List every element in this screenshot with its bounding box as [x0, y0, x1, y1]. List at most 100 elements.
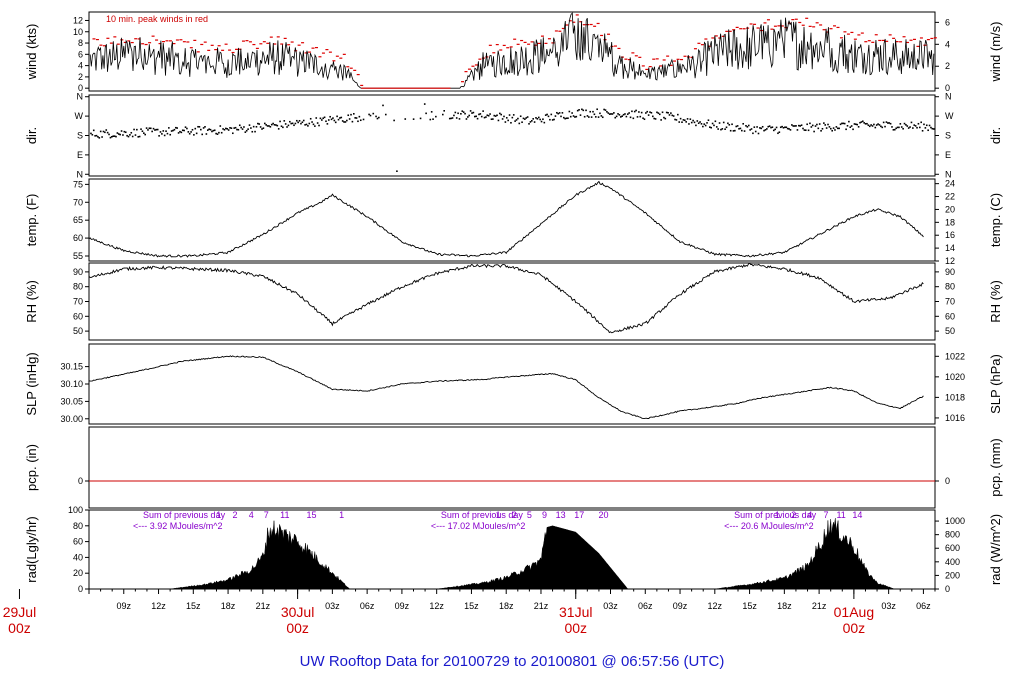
wind-peak-mark	[899, 41, 903, 43]
dir-point	[312, 123, 315, 126]
pcp-right-tick-label: 0	[945, 476, 950, 486]
wind-peak-mark	[836, 26, 840, 29]
slp-left-tick-label: 30.00	[60, 414, 83, 424]
dir-point	[240, 126, 242, 129]
rad-hour-label: 4	[807, 510, 812, 520]
wind-peak-mark	[933, 37, 937, 39]
wind-peak-mark	[353, 69, 357, 71]
dir-point	[314, 125, 316, 127]
wind-peak-mark	[228, 49, 232, 51]
dir-point	[329, 115, 331, 118]
hour-tick-label: 12z	[429, 601, 444, 611]
dir-point	[658, 113, 661, 116]
rad-right-tick-label: 600	[945, 543, 960, 553]
dir-point	[585, 109, 587, 112]
dir-point	[853, 123, 856, 125]
dir-point	[895, 127, 897, 130]
dir-point	[735, 125, 738, 128]
dir-point	[784, 126, 786, 129]
dir-point	[681, 121, 683, 124]
dir-point	[176, 127, 178, 129]
rad-area-day-2	[436, 525, 629, 590]
dir-point	[557, 112, 560, 115]
wind-peak-mark	[888, 34, 892, 36]
rad-left-tick-label: 40	[73, 552, 83, 562]
dir-point	[887, 122, 889, 124]
temp-frame	[88, 178, 936, 262]
rh-left-tick-label: 50	[73, 326, 83, 336]
day-date-label: 31Jul	[559, 604, 592, 620]
dir-point	[777, 132, 779, 135]
dir-point	[190, 131, 192, 133]
dir-point	[280, 125, 283, 128]
dir-point	[450, 117, 452, 120]
wind-peak-mark	[878, 39, 882, 42]
dir-point	[515, 119, 518, 121]
dir-point	[350, 113, 352, 116]
slp-left-label: SLP (inHg)	[24, 352, 39, 415]
wind-peak-mark	[735, 26, 739, 29]
dir-point	[419, 117, 422, 120]
wind-peak-mark	[99, 44, 103, 46]
hour-tick-label: 03z	[603, 601, 618, 611]
dir-point	[568, 110, 571, 113]
dir-point	[663, 116, 665, 119]
dir-point	[120, 130, 123, 132]
dir-right-tick-label: E	[945, 150, 951, 160]
wind-peak-mark	[280, 43, 284, 45]
dir-point	[589, 110, 592, 113]
wind-peak-mark	[182, 41, 186, 43]
dir-point	[339, 117, 341, 119]
dir-point	[512, 114, 515, 116]
dir-point	[188, 132, 191, 135]
dir-point	[227, 129, 230, 131]
dir-point	[558, 112, 561, 114]
dir-point	[660, 119, 662, 121]
dir-point	[697, 122, 700, 125]
dir-point	[678, 121, 681, 123]
dir-point	[109, 136, 112, 139]
hour-tick-label: 03z	[881, 601, 896, 611]
rad-hour-label: 20	[599, 510, 609, 520]
wind-peak-mark	[547, 38, 551, 40]
wind-peak-mark	[356, 73, 360, 76]
dir-point	[200, 128, 202, 131]
dir-point	[742, 122, 744, 125]
dir-point	[162, 130, 165, 132]
wind-peak-mark	[839, 37, 843, 39]
dir-point	[651, 115, 654, 118]
dir-point	[586, 115, 589, 117]
dir-point	[305, 123, 308, 126]
dir-point	[181, 129, 184, 132]
wind-peak-mark	[909, 39, 913, 41]
dir-point	[838, 127, 840, 130]
wind-peak-mark	[471, 65, 475, 67]
dir-point	[881, 126, 884, 129]
dir-point	[874, 126, 877, 129]
rad-area-day-1	[170, 520, 351, 590]
wind-right-tick-label: 6	[945, 17, 950, 27]
dir-point	[197, 125, 199, 128]
dir-left-tick-label: E	[77, 150, 83, 160]
wind-peak-mark	[833, 25, 837, 27]
dir-point	[715, 126, 718, 128]
dir-point	[152, 127, 155, 130]
dir-point	[845, 128, 847, 131]
wind-peak-mark	[700, 44, 704, 46]
dir-point	[888, 122, 891, 124]
wind-peak-mark	[335, 55, 339, 57]
dir-point	[478, 113, 480, 116]
dir-point	[489, 113, 491, 115]
rad-left-tick-label: 20	[73, 568, 83, 578]
dir-point	[807, 129, 810, 132]
wind-peak-mark	[714, 35, 718, 37]
dir-point	[835, 126, 838, 128]
wind-peak-mark	[885, 40, 889, 42]
dir-point	[544, 114, 547, 116]
dir-point	[229, 126, 231, 129]
wind-peak-mark	[777, 25, 781, 27]
dir-point	[880, 125, 882, 128]
dir-point	[536, 118, 539, 120]
dir-point	[330, 118, 333, 121]
